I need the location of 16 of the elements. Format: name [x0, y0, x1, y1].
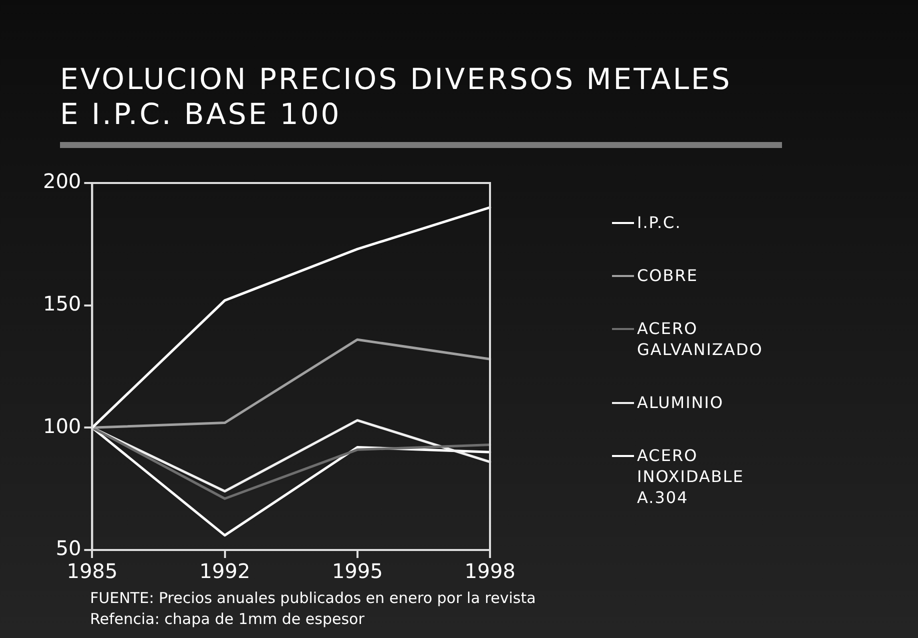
legend-label: ALUMINIO — [637, 392, 724, 413]
chart-title: EVOLUCION PRECIOS DIVERSOS METALES E I.P.C. BASE 100 — [60, 62, 732, 132]
text: Refencia: chapa de 1mm de espesor — [90, 609, 366, 630]
legend-label: ACERO GALVANIZADO — [637, 318, 764, 360]
x-tick-label: 1998 — [464, 559, 516, 584]
y-tick-label: 150 — [42, 292, 82, 316]
legend-label: I.P.C. — [637, 212, 682, 233]
x-tick-label: 1995 — [332, 559, 383, 584]
legend-label: ACERO INOXIDABLE A.304 — [637, 445, 745, 508]
x-tick-label: 1992 — [199, 559, 250, 584]
x-tick-label: 1985 — [66, 559, 118, 584]
legend-label: COBRE — [637, 265, 698, 286]
source-note: FUENTE: Precios anuales publicados en enero por la revista — [90, 588, 536, 609]
y-tick-label: 100 — [42, 414, 82, 438]
y-tick-label: 50 — [56, 536, 82, 560]
y-tick-label: 200 — [42, 169, 82, 194]
